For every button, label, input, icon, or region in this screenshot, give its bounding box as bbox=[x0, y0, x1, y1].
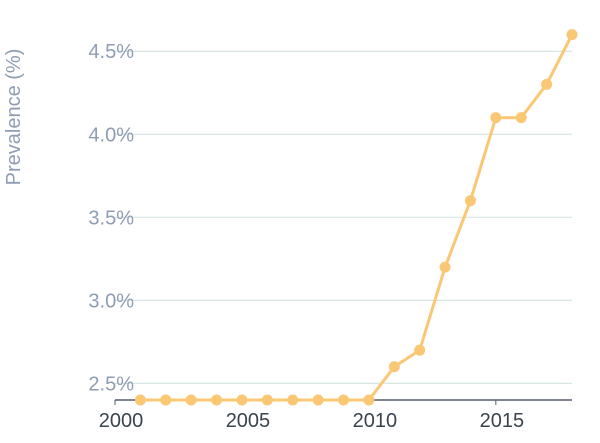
data-point bbox=[388, 361, 400, 373]
data-point bbox=[134, 394, 146, 406]
data-point bbox=[541, 78, 553, 90]
x-tick-label: 2010 bbox=[353, 410, 398, 432]
x-tick-labels: 2000 2005 2010 2015 bbox=[99, 400, 524, 432]
gridlines bbox=[115, 50, 572, 384]
data-point bbox=[236, 394, 248, 406]
y-tick-label: 4.5% bbox=[88, 41, 134, 63]
data-point bbox=[439, 261, 451, 273]
x-tick-label: 2015 bbox=[480, 410, 525, 432]
data-point bbox=[211, 394, 223, 406]
y-tick-labels: 2.5% 3.0% 3.5% 4.0% 4.5% bbox=[88, 41, 134, 395]
data-point bbox=[287, 394, 299, 406]
data-point bbox=[464, 195, 476, 207]
data-point bbox=[185, 394, 197, 406]
data-point bbox=[414, 344, 426, 356]
data-point bbox=[515, 112, 527, 124]
data-point bbox=[312, 394, 324, 406]
y-tick-label: 3.5% bbox=[88, 207, 134, 229]
data-point bbox=[338, 394, 349, 406]
data-points bbox=[134, 29, 578, 406]
y-tick-label: 4.0% bbox=[88, 124, 134, 146]
x-tick-label: 2000 bbox=[99, 410, 144, 432]
data-point bbox=[363, 394, 375, 406]
y-tick-label: 3.0% bbox=[88, 290, 134, 312]
x-tick-label: 2005 bbox=[226, 410, 271, 432]
data-point bbox=[490, 112, 502, 124]
data-point bbox=[261, 394, 273, 406]
y-axis-title: Prevalence (%) bbox=[3, 49, 25, 186]
data-point bbox=[160, 394, 172, 406]
data-point bbox=[566, 29, 578, 41]
y-tick-label: 2.5% bbox=[88, 373, 134, 395]
